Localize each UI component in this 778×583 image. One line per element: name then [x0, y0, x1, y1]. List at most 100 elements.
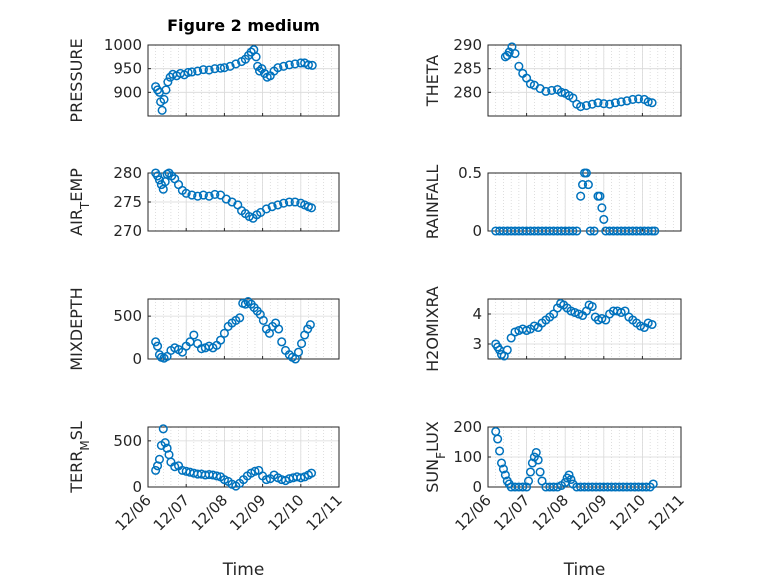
data-point [510, 48, 520, 59]
data-point [258, 315, 268, 325]
y-tick-label: 0 [472, 478, 482, 496]
y-axis-label: MIXDEPTH [67, 287, 86, 370]
data-point [254, 66, 265, 76]
data-point [153, 85, 163, 95]
data-point [246, 47, 256, 57]
x-tick-label: 12/09 [226, 491, 269, 534]
y-axis-label: AIRTEMP [67, 168, 92, 236]
data-point [493, 434, 503, 444]
data-point [502, 345, 512, 355]
data-point [154, 454, 165, 464]
plot-area [487, 298, 682, 360]
data-point [290, 59, 300, 69]
data-point [160, 438, 170, 448]
data-point [293, 347, 304, 357]
plot-area [147, 44, 340, 117]
data-point [193, 191, 203, 201]
data-point [151, 337, 161, 347]
x-tick-label: 12/06 [452, 491, 495, 534]
data-point [578, 180, 588, 190]
x-tick-label: 12/08 [529, 491, 572, 534]
data-point [572, 226, 582, 236]
data-point [568, 226, 578, 236]
data-point [219, 328, 229, 338]
data-point [187, 190, 197, 200]
data-point [277, 337, 287, 347]
x-tick-label: 12/07 [490, 491, 533, 534]
data-point [648, 479, 658, 489]
data-point [593, 98, 603, 108]
data-point [622, 96, 632, 106]
x-tick-label: 12/11 [303, 491, 346, 534]
data-point [210, 64, 220, 74]
data-point [193, 66, 203, 76]
data-point [267, 202, 277, 212]
panel-mixdepth: 0 500 MIXDEPTH [67, 287, 340, 371]
data-point [504, 47, 514, 57]
y-tick-label: 285 [453, 60, 482, 78]
data-point [523, 476, 534, 486]
y-tick-label: 200 [453, 418, 482, 436]
data-point [566, 474, 576, 485]
data-point [306, 468, 317, 478]
data-point [522, 482, 532, 492]
y-tick-label: 3 [472, 335, 482, 353]
y-tick-label: 0 [472, 222, 482, 240]
data-point [273, 63, 283, 73]
data-point [496, 458, 507, 468]
data-point [583, 180, 593, 190]
data-point [585, 226, 595, 236]
y-tick-label: 275 [113, 193, 142, 211]
data-point [576, 101, 586, 112]
y-axis-label: RAINFALL [423, 165, 442, 240]
data-point [240, 299, 250, 309]
data-point [250, 466, 260, 476]
data-point [597, 203, 607, 213]
y-axis-label: THETA [423, 55, 442, 107]
data-point [161, 85, 171, 95]
data-point [498, 464, 508, 474]
data-point [261, 204, 271, 214]
data-point [274, 324, 284, 334]
x-axis-label: Time [222, 560, 265, 580]
data-point [183, 67, 193, 78]
plot-border [487, 172, 682, 232]
data-point [204, 191, 214, 201]
y-tick-label: 100 [453, 448, 482, 466]
data-point [587, 99, 597, 109]
y-tick-label: 1000 [104, 36, 142, 54]
data-point [500, 470, 510, 480]
data-point [564, 470, 574, 480]
data-point [647, 98, 657, 108]
data-point [589, 226, 599, 236]
data-point [556, 87, 566, 97]
data-point [290, 197, 300, 207]
y-axis-label: H2OMIXRA [423, 286, 442, 372]
data-point [219, 63, 229, 73]
x-tick-label: 12/10 [264, 491, 307, 534]
data-point [547, 85, 557, 95]
data-point [273, 200, 283, 210]
data-point [595, 191, 605, 201]
plot-border [487, 298, 682, 360]
data-point [189, 330, 199, 340]
panel-h2omixra: 3 4 H2OMIXRA [423, 286, 682, 372]
data-point [495, 446, 505, 456]
x-tick-label: 12/08 [188, 491, 231, 534]
y-axis-label: TERRMSL [67, 421, 92, 494]
data-point [628, 94, 638, 104]
data-point [581, 168, 591, 178]
data-point [225, 61, 235, 71]
data-point [306, 203, 317, 213]
data-point [305, 320, 315, 330]
data-point [647, 319, 657, 330]
data-point [643, 97, 653, 107]
data-point [605, 99, 615, 109]
data-point [533, 455, 543, 465]
data-point [165, 72, 175, 82]
data-point [170, 462, 180, 472]
x-tick-label: 12/06 [112, 491, 155, 534]
data-point [599, 99, 609, 109]
